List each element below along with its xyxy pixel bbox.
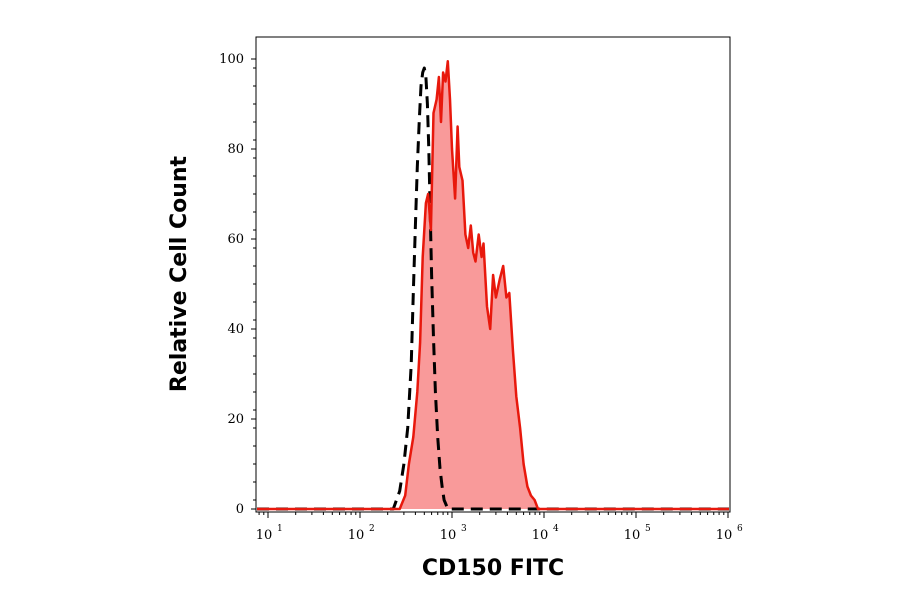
y-tick-label: 40 <box>227 322 244 337</box>
y-tick-label: 100 <box>219 52 244 67</box>
x-tick-exponent: 4 <box>553 524 559 534</box>
y-tick-label: 80 <box>227 142 244 157</box>
x-tick-exponent: 5 <box>645 524 651 534</box>
x-tick-label: 10 <box>440 528 457 543</box>
y-tick-label: 60 <box>227 232 244 247</box>
x-tick-exponent: 2 <box>369 524 375 534</box>
plot-frame <box>255 36 731 513</box>
x-tick-label: 10 <box>348 528 365 543</box>
x-tick-exponent: 6 <box>737 524 743 534</box>
x-tick-label: 10 <box>624 528 641 543</box>
axis-ticks: 0 20 40 60 80 100 10 1 10 2 10 3 10 4 10 5 10 6 <box>219 52 743 543</box>
x-tick-label: 10 <box>256 528 273 543</box>
x-tick-label: 10 <box>532 528 549 543</box>
x-tick-exponent: 3 <box>461 524 467 534</box>
x-tick-exponent: 1 <box>277 524 283 534</box>
y-tick-label: 20 <box>227 412 244 427</box>
series-layer <box>257 60 729 511</box>
y-axis-title: Relative Cell Count <box>167 155 192 392</box>
x-axis-title: CD150 FITC <box>422 556 564 581</box>
sample-histogram-line <box>257 60 729 511</box>
isotype-control-curve <box>257 66 729 511</box>
x-tick-label: 10 <box>716 528 733 543</box>
y-tick-label: 0 <box>236 502 244 517</box>
